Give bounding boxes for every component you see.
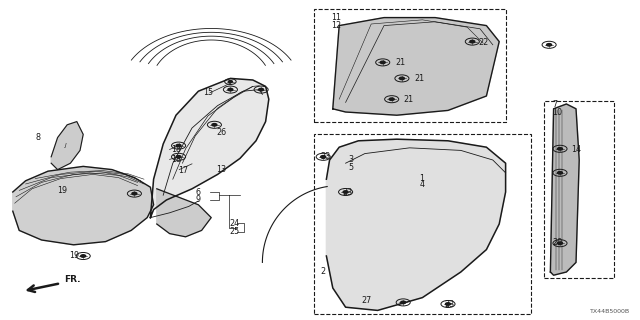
Text: 23: 23 [342,188,353,197]
Circle shape [81,255,86,257]
Circle shape [470,40,475,43]
Circle shape [445,303,451,305]
Text: 23: 23 [320,152,330,161]
Text: 18: 18 [172,155,182,164]
Text: 14: 14 [572,145,582,154]
Circle shape [547,44,552,46]
Polygon shape [150,78,269,218]
Circle shape [399,77,404,80]
Circle shape [557,172,563,174]
Circle shape [389,98,394,100]
Polygon shape [550,104,579,275]
Text: 9: 9 [195,196,200,204]
Text: 8: 8 [36,133,41,142]
Text: 10: 10 [552,108,563,117]
Polygon shape [51,122,83,170]
Circle shape [132,192,137,195]
Text: 1: 1 [419,174,424,183]
Text: 7: 7 [552,100,557,109]
Bar [314,134,531,314]
Text: 13: 13 [216,165,227,174]
Text: 3: 3 [349,155,354,164]
Circle shape [321,156,326,158]
Text: 21: 21 [414,74,424,83]
Text: 12: 12 [332,21,342,30]
Text: 5: 5 [349,164,354,172]
Bar [544,101,614,278]
Text: 20: 20 [552,238,563,247]
Text: 24: 24 [229,220,239,228]
Text: 18: 18 [172,145,182,154]
Text: J: J [65,143,67,148]
Text: 21: 21 [403,95,413,104]
Circle shape [176,144,181,147]
Circle shape [557,242,563,244]
Circle shape [228,81,232,83]
Circle shape [176,156,181,158]
Text: 22: 22 [479,38,489,47]
Text: 23: 23 [445,300,455,309]
Text: 17: 17 [178,166,188,175]
Circle shape [557,148,563,150]
Text: 27: 27 [362,296,372,305]
Polygon shape [13,166,154,245]
Text: 25: 25 [229,228,239,236]
Polygon shape [333,18,499,115]
Text: 11: 11 [332,13,342,22]
Text: 6: 6 [195,188,200,197]
Text: 2: 2 [320,268,325,276]
Text: 26: 26 [216,128,227,137]
Text: 4: 4 [419,180,424,189]
Circle shape [259,88,264,91]
Text: TX44B5000B: TX44B5000B [590,309,630,314]
Text: FR.: FR. [64,276,81,284]
Text: 19: 19 [58,186,68,195]
Polygon shape [157,189,211,237]
Circle shape [380,61,385,64]
Text: 19: 19 [69,252,79,260]
Polygon shape [326,139,506,310]
Circle shape [228,88,233,91]
Text: 15: 15 [204,88,214,97]
Circle shape [212,124,217,126]
Circle shape [401,301,406,304]
Bar [314,9,506,122]
Text: 21: 21 [395,58,405,67]
Circle shape [343,191,348,193]
